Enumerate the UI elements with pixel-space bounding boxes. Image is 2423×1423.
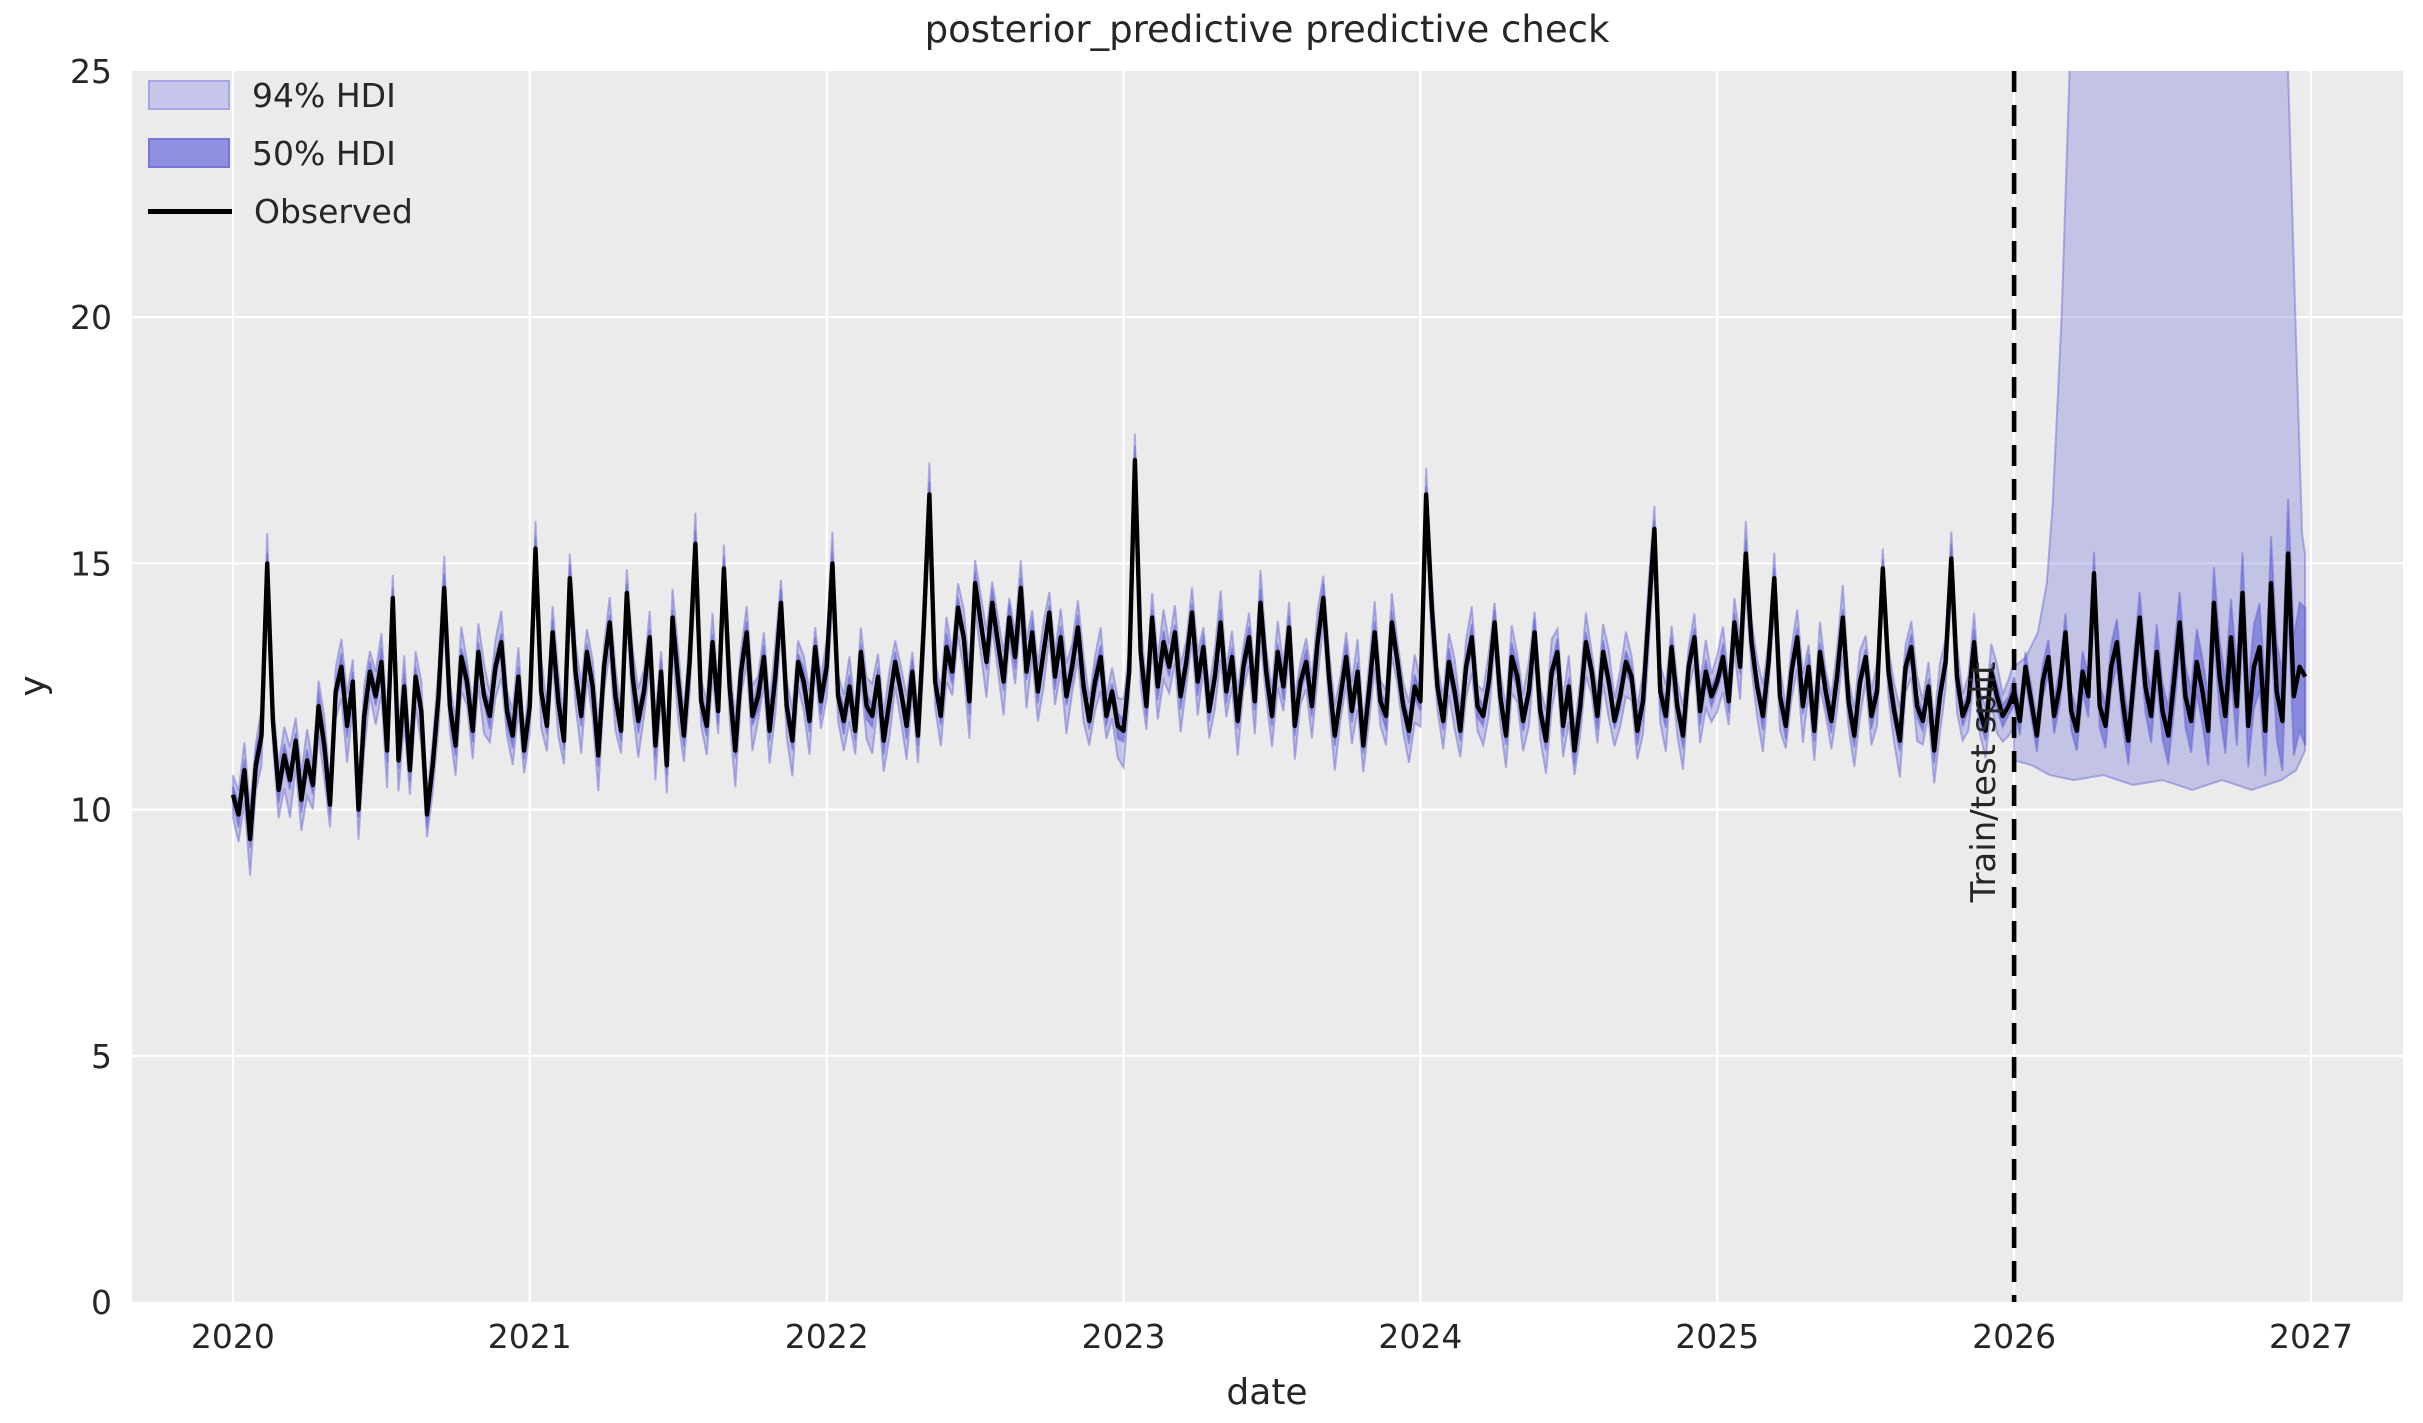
observed-line-swatch-icon (148, 208, 232, 214)
hdi-50-swatch-icon (148, 138, 230, 168)
x-tick-label: 2020 (191, 1317, 275, 1356)
x-tick-label: 2024 (1378, 1317, 1462, 1356)
legend-item-observed: Observed (148, 191, 413, 231)
y-tick-label: 20 (70, 298, 112, 337)
y-tick-label: 15 (70, 544, 112, 583)
legend-item-94-hdi: 94% HDI (148, 75, 413, 115)
x-tick-label: 2026 (1972, 1317, 2056, 1356)
hdi-94-swatch-icon (148, 80, 230, 110)
legend-item-50-hdi: 50% HDI (148, 133, 413, 173)
y-axis-label: y (12, 675, 54, 697)
y-tick-label: 0 (91, 1283, 112, 1322)
y-tick-label: 25 (70, 52, 112, 91)
legend-label-50-hdi: 50% HDI (252, 133, 396, 173)
legend: 94% HDI 50% HDI Observed (148, 76, 413, 250)
y-tick-label: 5 (91, 1037, 112, 1076)
legend-label-observed: Observed (254, 191, 413, 231)
train-test-split-label: Train/test split (1964, 661, 2004, 903)
x-axis-label: date (1226, 1372, 1308, 1413)
x-tick-label: 2022 (785, 1317, 869, 1356)
chart-title: posterior_predictive predictive check (924, 8, 1610, 51)
x-tick-label: 2021 (488, 1317, 572, 1356)
x-tick-label: 2027 (2269, 1317, 2353, 1356)
x-tick-label: 2025 (1675, 1317, 1759, 1356)
x-tick-label: 2023 (1082, 1317, 1166, 1356)
observed-series-line (230, 457, 2308, 842)
tick-labels: 2020 2021 2022 2023 2024 2025 2026 202705101520… (70, 52, 2353, 1356)
y-tick-label: 10 (70, 791, 112, 830)
legend-label-94-hdi: 94% HDI (252, 75, 396, 115)
